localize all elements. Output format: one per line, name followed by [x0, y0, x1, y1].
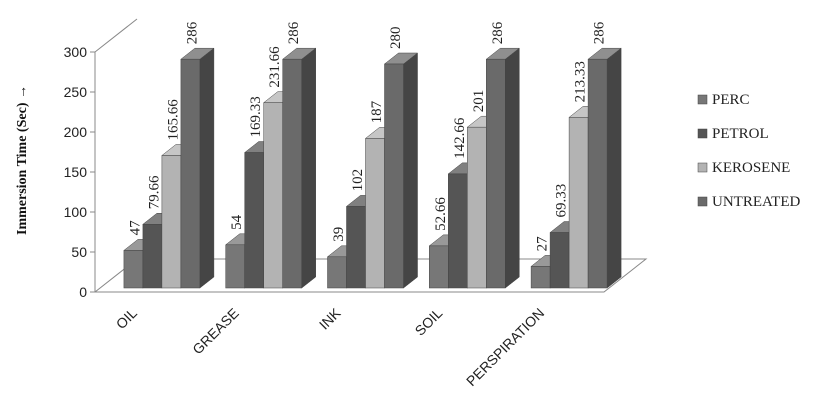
- data-label: 169.33: [248, 96, 264, 137]
- bar-front: [263, 102, 283, 289]
- y-tick-label: 0: [79, 284, 87, 300]
- data-label: 47: [127, 220, 143, 236]
- bars: [123, 47, 622, 289]
- bar-front: [587, 58, 608, 289]
- legend-label: PETROL: [712, 126, 769, 142]
- bar-front: [123, 250, 144, 289]
- data-label: 201: [471, 90, 487, 113]
- legend-label: KEROSENE: [712, 160, 790, 176]
- legend-label: PERC: [712, 92, 750, 108]
- data-label: 286: [184, 21, 200, 44]
- bar-side: [301, 47, 316, 289]
- legend-item-untreated: UNTREATED: [697, 194, 800, 210]
- y-tick-label: 150: [64, 164, 88, 180]
- bar-front: [448, 173, 468, 289]
- bar-front: [327, 256, 347, 289]
- data-label: 286: [592, 21, 608, 44]
- legend: PERC PETROL KEROSENE UNTREATED: [697, 92, 800, 210]
- data-label: 231.66: [267, 46, 283, 88]
- bar-front: [486, 58, 506, 289]
- wall-edge: [94, 18, 138, 53]
- bar-front: [282, 58, 302, 289]
- bar-side: [403, 52, 418, 289]
- data-label: 54: [229, 214, 245, 230]
- data-label: 213.33: [573, 61, 589, 102]
- bar-untreated-perspiration: [587, 47, 622, 289]
- data-label: 52.66: [433, 197, 449, 231]
- legend-swatch: [697, 162, 708, 173]
- legend-swatch: [697, 196, 708, 207]
- bar-side: [199, 47, 215, 289]
- bar-front: [180, 58, 201, 289]
- x-axis-categories: OIL GREASE INK SOIL PERSPIRATION: [113, 304, 547, 389]
- y-axis-ticks: 0 50 100 150 200 250 300: [64, 44, 95, 300]
- legend-swatch: [697, 128, 708, 139]
- bar-front: [384, 63, 404, 289]
- legend-item-perc: PERC: [697, 92, 750, 108]
- data-label: 142.66: [452, 117, 468, 159]
- data-label: 102: [350, 169, 366, 192]
- data-label: 165.66: [165, 99, 181, 141]
- data-label: 280: [388, 27, 404, 50]
- bar-front: [530, 266, 551, 289]
- y-tick-label: 50: [71, 244, 87, 260]
- legend-item-petrol: PETROL: [697, 126, 769, 142]
- data-label: 187: [369, 100, 385, 123]
- category-label: OIL: [113, 305, 140, 332]
- bar-side: [606, 47, 622, 289]
- bar-front: [549, 232, 570, 289]
- bar-untreated-soil: [485, 47, 521, 289]
- category-label: PERSPIRATION: [463, 305, 547, 389]
- data-label: 69.33: [554, 184, 570, 218]
- category-label: SOIL: [412, 305, 446, 339]
- bar-untreated-grease: [281, 47, 317, 289]
- y-tick-label: 300: [64, 44, 88, 60]
- legend-label: UNTREATED: [712, 194, 800, 210]
- bar-front: [365, 138, 385, 289]
- bar-untreated-ink: [383, 52, 419, 289]
- bar-front: [161, 155, 182, 289]
- legend-swatch: [697, 94, 708, 105]
- legend-item-kerosene: KEROSENE: [697, 160, 790, 176]
- y-tick-label: 100: [64, 204, 88, 220]
- y-tick-label: 250: [64, 84, 88, 100]
- data-label: 286: [286, 21, 302, 44]
- data-labels: 4779.66165.6628654169.33231.662863910218…: [127, 21, 607, 251]
- data-label: 286: [490, 21, 506, 44]
- bar-front: [142, 224, 163, 289]
- bar-front: [568, 117, 589, 289]
- bar-untreated-oil: [180, 47, 215, 289]
- bar-front: [225, 244, 245, 289]
- y-tick-label: 200: [64, 124, 88, 140]
- bar-side: [505, 47, 520, 289]
- data-label: 39: [331, 227, 347, 242]
- category-label: GREASE: [189, 305, 242, 358]
- category-label: INK: [316, 304, 344, 332]
- bar-front: [346, 206, 366, 289]
- y-axis-title: Immersion Time (Sec) →: [15, 85, 30, 235]
- bar-front: [429, 245, 449, 289]
- bar-front: [467, 126, 487, 289]
- data-label: 79.66: [146, 175, 162, 209]
- bar-front: [244, 152, 264, 289]
- data-label: 27: [535, 236, 551, 252]
